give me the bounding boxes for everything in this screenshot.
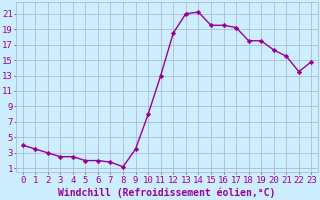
X-axis label: Windchill (Refroidissement éolien,°C): Windchill (Refroidissement éolien,°C) [58, 187, 276, 198]
